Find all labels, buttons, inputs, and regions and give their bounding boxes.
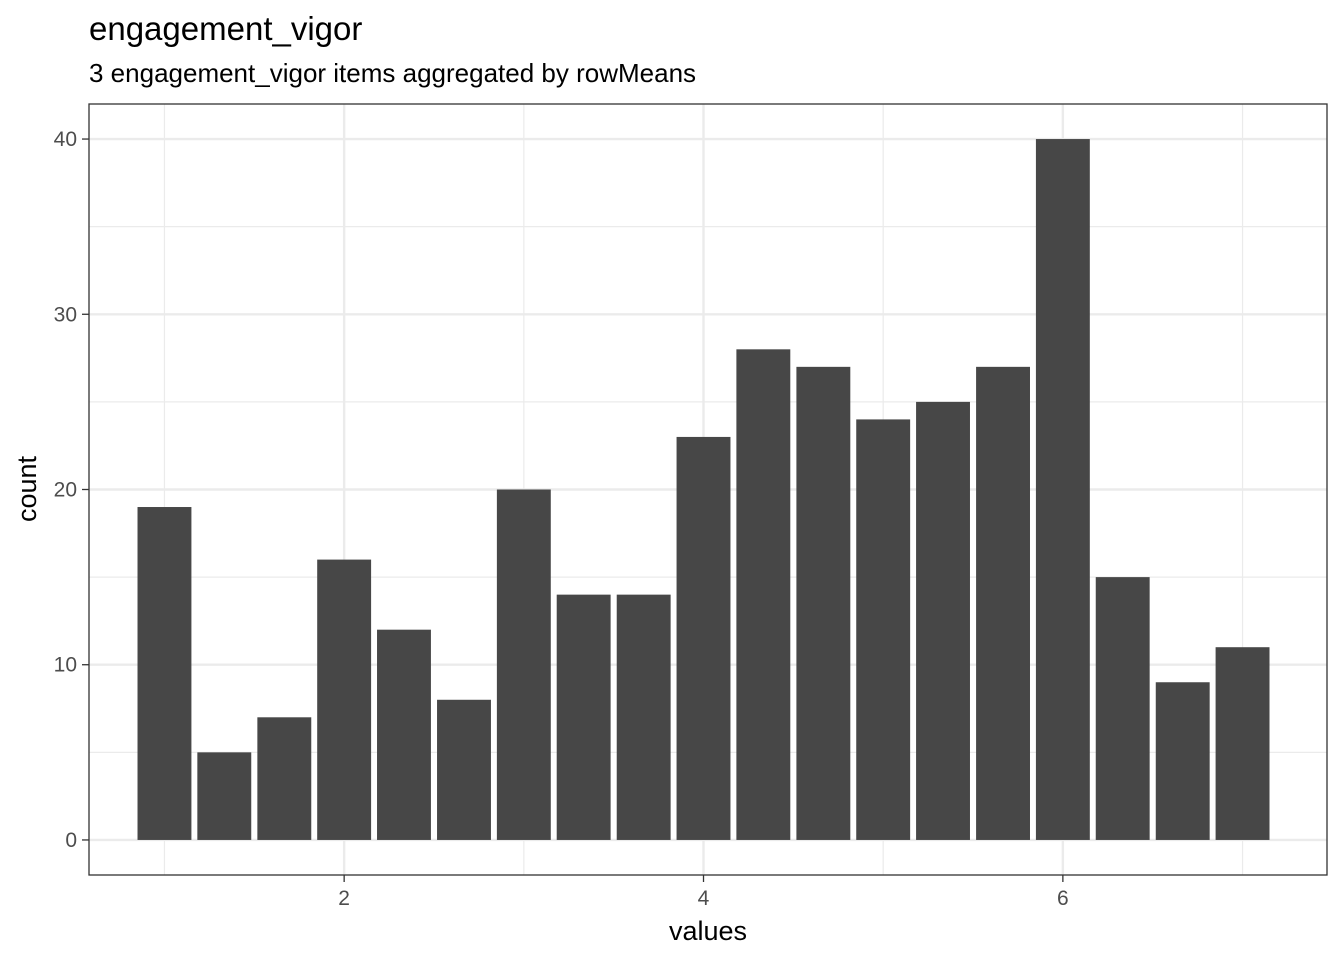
x-tick-label: 4 [698, 887, 710, 910]
bar [1155, 682, 1210, 840]
bar [616, 594, 671, 840]
y-tick-label: 30 [54, 303, 77, 326]
x-tick-label: 2 [338, 887, 350, 910]
bar [1215, 647, 1270, 840]
y-tick-label: 0 [65, 829, 77, 852]
bar [197, 752, 252, 840]
x-axis-title: values [669, 916, 747, 946]
x-tick-label: 6 [1057, 887, 1069, 910]
x-axis-ticks: 2 4 6 [338, 875, 1069, 910]
bar [1095, 577, 1150, 840]
chart-subtitle: 3 engagement_vigor items aggregated by r… [89, 58, 696, 88]
bar [437, 699, 491, 840]
bar [556, 594, 611, 840]
bar [377, 629, 431, 840]
bar [1035, 139, 1090, 840]
bars [137, 139, 1270, 840]
y-tick-label: 10 [54, 654, 77, 677]
y-tick-label: 40 [54, 128, 77, 151]
y-tick-label: 20 [54, 479, 77, 502]
y-axis-ticks: 0 10 20 30 40 [54, 128, 89, 852]
bar [317, 559, 372, 840]
bar [137, 507, 192, 840]
bar [496, 489, 551, 840]
bar [796, 366, 851, 840]
chart-title: engagement_vigor [89, 10, 362, 47]
bar [736, 349, 791, 840]
y-axis-title: count [12, 455, 42, 522]
bar [856, 419, 911, 840]
bar [976, 366, 1030, 840]
bar [676, 436, 731, 840]
bar [257, 717, 312, 840]
bar [916, 401, 970, 840]
